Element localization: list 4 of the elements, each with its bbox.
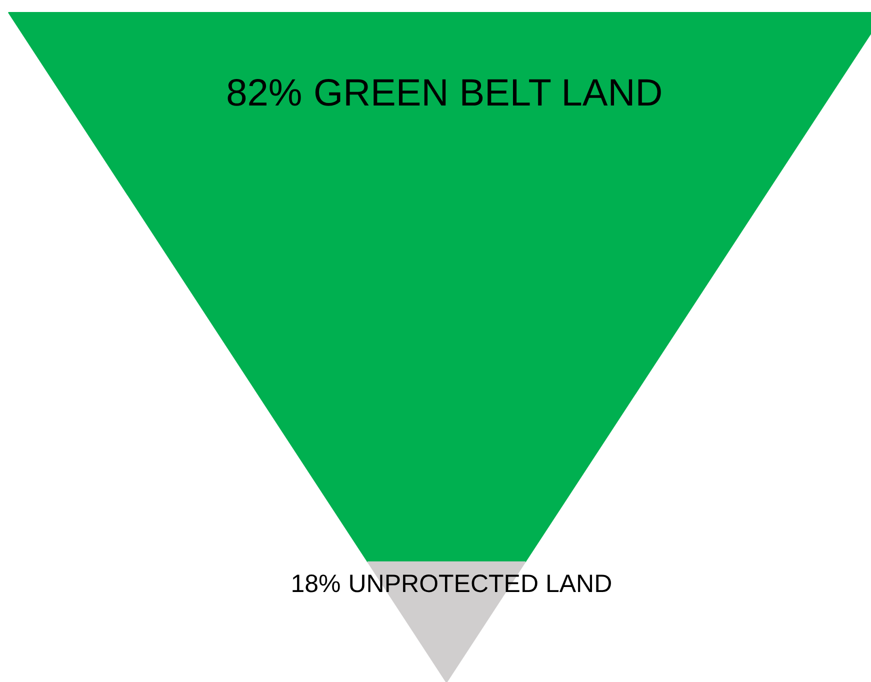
data-label: 18%: [290, 570, 341, 598]
category-label: GREEN BELT LAND: [314, 72, 663, 114]
data-label: 82%: [226, 72, 302, 114]
category-label: UNPROTECTED LAND: [348, 570, 612, 598]
